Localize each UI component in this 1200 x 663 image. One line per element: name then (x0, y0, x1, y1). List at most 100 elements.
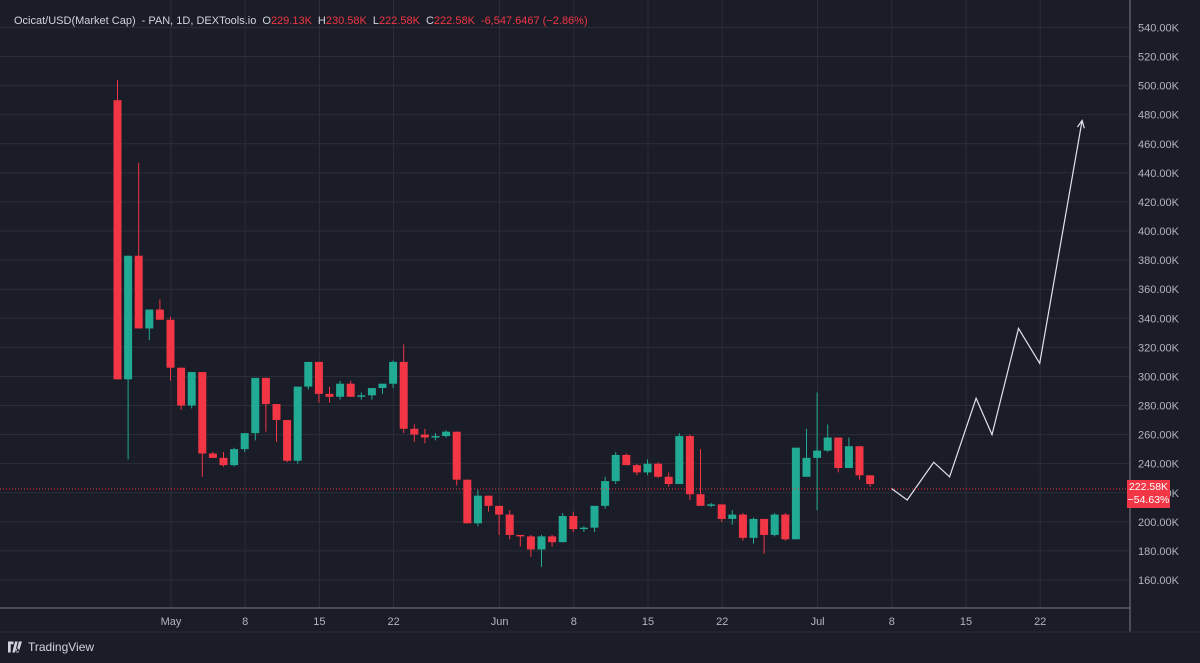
candle (336, 380, 345, 400)
candle (685, 434, 694, 501)
candle-body (696, 494, 705, 506)
tradingview-label: TradingView (28, 640, 95, 654)
projection-arrowhead (1076, 119, 1085, 129)
candle (410, 424, 419, 442)
candle (675, 433, 684, 485)
last-price-value: 222.58K (1128, 481, 1169, 493)
candle-body (431, 436, 440, 438)
candle (208, 452, 217, 458)
candle-body (314, 361, 323, 394)
candle (187, 372, 196, 409)
candle-body (813, 450, 822, 458)
candle (155, 299, 164, 320)
x-tick-label: Jul (811, 616, 825, 628)
axes-layer: 160.00K180.00K200.00K220.00K240.00K260.0… (0, 0, 1200, 633)
candle (590, 505, 599, 533)
y-tick-label: 320.00K (1138, 342, 1180, 354)
close-value: 222.58K (433, 15, 475, 27)
candle (654, 462, 663, 479)
x-tick-label: 15 (960, 616, 972, 628)
candle (813, 392, 822, 511)
candle-body (866, 475, 875, 485)
candle-body (378, 383, 387, 389)
candle-body (208, 453, 217, 458)
x-tick-label: 15 (313, 616, 325, 628)
low-label: L (372, 15, 379, 27)
candle-body (452, 431, 461, 480)
candle (526, 534, 535, 557)
candle-body (516, 534, 525, 537)
candle (569, 511, 578, 533)
x-tick-label: 22 (716, 616, 728, 628)
candle (219, 452, 228, 467)
candle (198, 372, 207, 477)
x-tick-label: Jun (491, 616, 509, 628)
candle (855, 446, 864, 480)
candle (346, 380, 355, 397)
y-tick-label: 400.00K (1138, 226, 1180, 238)
candle-body (749, 518, 758, 538)
candle (579, 526, 588, 533)
symbol-label[interactable]: Ocicat/USD(Market Cap) (14, 15, 136, 27)
candle (463, 479, 472, 524)
candle-body (770, 514, 779, 535)
candle (251, 377, 260, 441)
change-value: -6,547.6467 (−2.86%) (480, 15, 588, 27)
candle-body (590, 505, 599, 528)
candle-body (526, 536, 535, 550)
x-tick-label: 8 (242, 616, 248, 628)
y-tick-label: 420.00K (1138, 197, 1180, 209)
candle-body (240, 433, 249, 450)
candle (283, 420, 292, 463)
candle-body (367, 388, 376, 396)
y-tick-label: 200.00K (1138, 517, 1180, 529)
candle-body (399, 361, 408, 429)
candle-body (760, 518, 769, 535)
candle-body (738, 514, 747, 538)
candle (505, 510, 514, 540)
candle-body (622, 454, 631, 466)
x-tick-label: 22 (387, 616, 399, 628)
x-tick-label: May (161, 616, 182, 628)
candle (844, 437, 853, 469)
candle-body (230, 449, 239, 466)
tradingview-logo[interactable]: TradingView (8, 640, 94, 654)
y-tick-label: 160.00K (1138, 575, 1180, 587)
candle (357, 392, 366, 400)
candle-body (283, 420, 292, 461)
candle (166, 316, 175, 381)
candle (601, 476, 610, 509)
candle (325, 386, 334, 403)
candle (834, 437, 843, 473)
candle (495, 505, 504, 535)
candle (124, 255, 133, 460)
y-tick-label: 500.00K (1138, 81, 1180, 93)
candle (304, 361, 313, 390)
candle (473, 489, 482, 527)
candle-body (346, 383, 355, 397)
candle-body (495, 505, 504, 515)
candle-body (251, 377, 260, 434)
candle (749, 517, 758, 544)
last-price-tag: 222.58K −54.63% (1127, 480, 1170, 508)
candle-body (844, 446, 853, 469)
candle (664, 472, 673, 487)
grid-lines (0, 0, 1130, 608)
candle-body (611, 454, 620, 482)
candle-body (717, 504, 726, 519)
candle (272, 404, 281, 442)
candle-body (325, 393, 334, 397)
candle (261, 377, 270, 432)
candle-body (505, 514, 514, 535)
candle (611, 452, 620, 485)
candle-body (834, 437, 843, 469)
candle-body (548, 536, 557, 543)
candle (622, 453, 631, 466)
candle-body (410, 428, 419, 435)
candle-body (855, 446, 864, 476)
open-label: O (262, 15, 271, 27)
x-tick-label: 15 (642, 616, 654, 628)
candle (314, 361, 323, 403)
y-tick-label: 460.00K (1138, 139, 1180, 151)
